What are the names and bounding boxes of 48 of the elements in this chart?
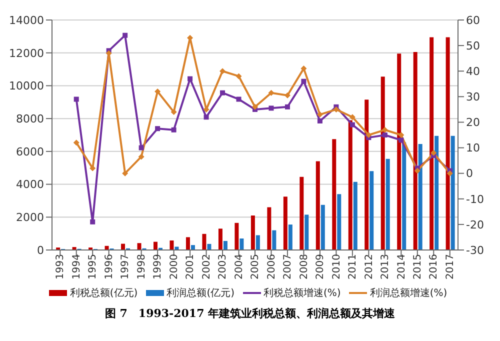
y-tick-label: 2000	[16, 211, 44, 224]
x-tick-label: 2008	[298, 254, 310, 280]
y-tick-label: 10000	[9, 80, 44, 93]
x-tick-label: 1995	[88, 254, 99, 280]
x-tick-label: 1996	[104, 254, 115, 280]
x-tick-label: 2015	[412, 254, 424, 280]
y2-tick-label: -20	[466, 218, 484, 232]
y-tick-label: 6000	[16, 145, 44, 158]
y2-tick-label: 40	[466, 65, 480, 78]
y2-tick-label: 0	[466, 167, 473, 180]
x-tick-label: 1993	[55, 254, 66, 280]
y2-tick-label: -10	[466, 192, 484, 206]
x-tick-label: 1994	[71, 254, 82, 280]
x-tick-label: 2012	[364, 254, 375, 280]
y-tick-label: 0	[37, 244, 44, 257]
y2-tick-label: 50	[466, 39, 480, 52]
x-tick-label: 1998	[136, 254, 148, 280]
text: 图 7 1993-2017 年建筑业利税总额、利润总额及其增速	[104, 306, 396, 321]
legend-label: 利税总额增速(%)	[262, 286, 341, 300]
y2-tick-label: 20	[466, 116, 480, 130]
legend-label: 利润总额增速(%)	[368, 286, 448, 300]
x-tick-label: 1999	[152, 254, 164, 280]
legend-label: 利税总额(亿元)	[68, 286, 138, 300]
y2-tick-label: -30	[466, 244, 484, 257]
x-tick-label: 2007	[282, 254, 294, 280]
x-tick-label: 2013	[380, 254, 392, 280]
x-tick-label: 2011	[348, 254, 359, 280]
x-tick-label: 2017	[444, 254, 456, 280]
y2-tick-label: 60	[466, 14, 480, 27]
y-tick-label: 12000	[9, 46, 44, 60]
legend-label: 利润总额(亿元)	[166, 286, 234, 300]
x-tick-label: 2001	[185, 254, 196, 280]
x-tick-label: 2003	[218, 254, 229, 280]
y-tick-label: 8000	[16, 112, 44, 126]
x-tick-label: 2009	[315, 254, 326, 280]
x-tick-label: 2006	[266, 254, 278, 280]
x-tick-label: 2014	[396, 254, 408, 280]
y2-tick-label: 30	[466, 90, 480, 104]
x-tick-label: 2010	[331, 254, 342, 280]
x-tick-label: 2004	[234, 254, 245, 280]
x-tick-label: 1997	[120, 254, 132, 280]
y-tick-label: 4000	[16, 178, 44, 192]
y-tick-label: 14000	[9, 14, 44, 27]
x-tick-label: 2002	[201, 254, 212, 280]
y2-tick-label: 10	[466, 142, 480, 155]
x-tick-label: 2016	[428, 254, 440, 280]
x-tick-label: 2000	[168, 254, 180, 280]
x-tick-label: 2005	[250, 254, 262, 280]
